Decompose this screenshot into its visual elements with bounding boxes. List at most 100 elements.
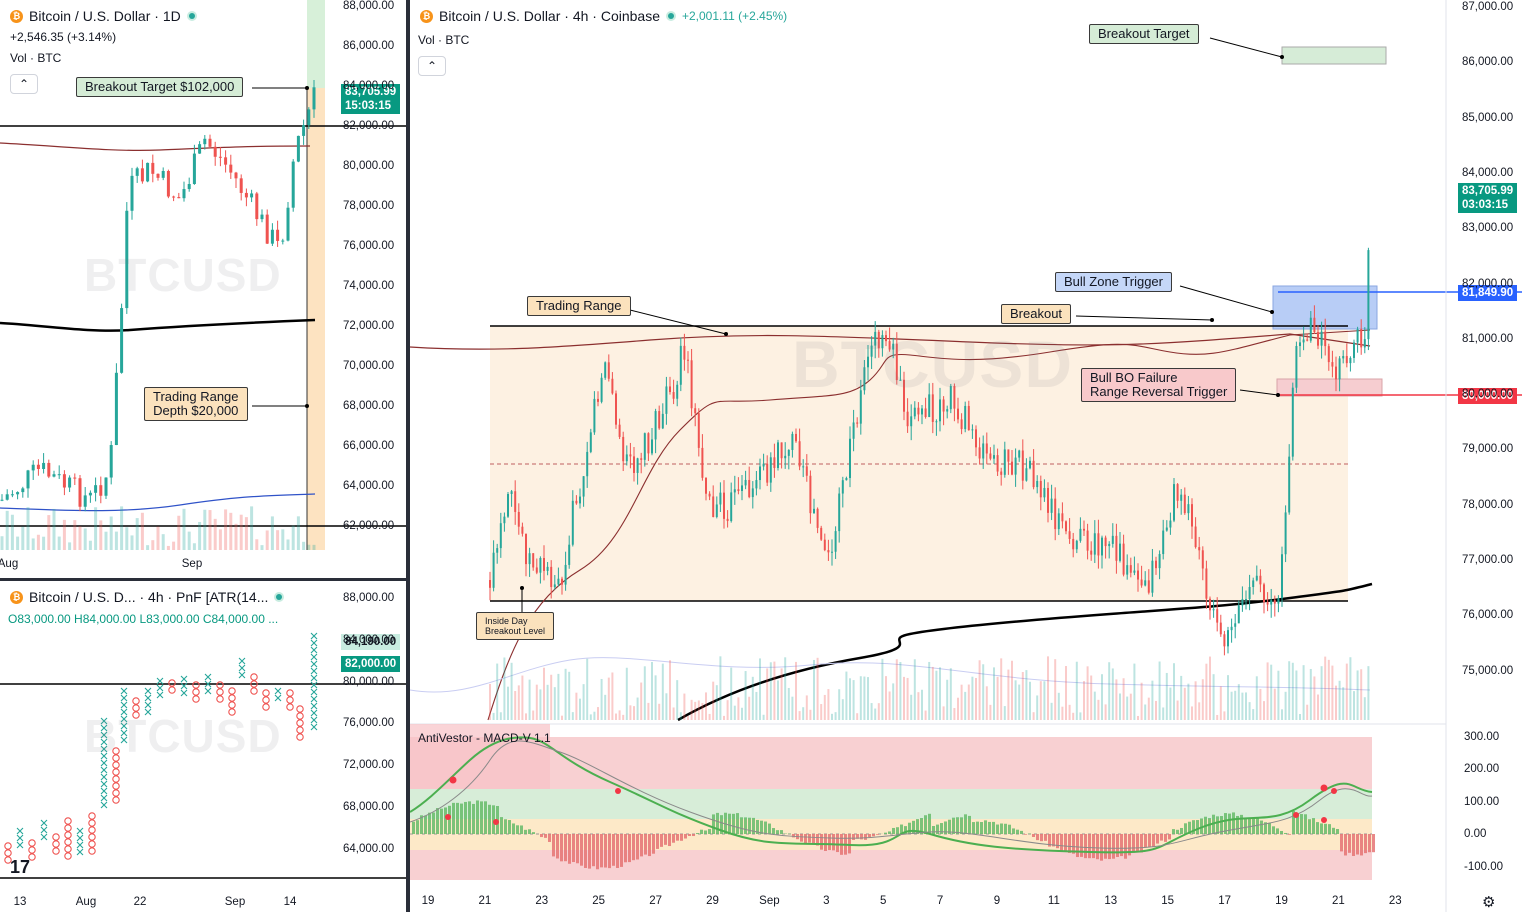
watermark: BTCUSD [84, 710, 282, 762]
pnf-x-box [120, 694, 128, 702]
histogram-bar [824, 834, 827, 851]
note-trading-range[interactable]: Trading Range [527, 296, 631, 316]
candle-body [773, 457, 776, 468]
volume-bar [1054, 659, 1057, 720]
note-breakout[interactable]: Breakout [1001, 304, 1072, 324]
candle-body [1363, 339, 1366, 348]
candle-body [104, 477, 108, 496]
volume-bar [130, 535, 134, 550]
y-tick: 80,000.00 [343, 160, 395, 172]
volume-bar [302, 541, 306, 550]
candle-body [881, 335, 884, 349]
histogram-bar [876, 834, 879, 835]
histogram-bar [428, 812, 431, 834]
candle-body [517, 511, 520, 527]
watermark: BTCUSD [84, 249, 282, 301]
volume-bar [985, 686, 988, 720]
volume-bar [600, 678, 603, 720]
histogram-bar [864, 834, 867, 840]
histogram-bar [1020, 830, 1023, 834]
daily-chart-canvas [0, 0, 406, 550]
symbol-title[interactable]: Bitcoin / U.S. Dollar · 1D [29, 8, 181, 24]
candle-body [1155, 560, 1157, 569]
candle-body [1054, 498, 1057, 530]
histogram-bar [900, 824, 903, 834]
candle-body [1245, 599, 1247, 601]
pnf-o-box [286, 689, 294, 697]
candle-body [787, 450, 790, 456]
histogram-bar [660, 834, 663, 847]
candle-body [1036, 480, 1039, 488]
pnf-chart-pane[interactable]: BTCUSD ₿ Bitcoin / U.S. D... · 4h · PnF … [0, 581, 406, 912]
candle-body [809, 475, 812, 514]
settings-gear-icon[interactable]: ⚙ [1482, 894, 1496, 911]
volume-bar [1162, 707, 1165, 720]
pane-divider[interactable] [0, 578, 407, 581]
volume-bar [996, 676, 999, 720]
histogram-bar [1324, 823, 1327, 834]
pnf-x-box [310, 688, 318, 696]
collapse-button[interactable]: ⌃ [418, 56, 446, 76]
volume-bar [607, 677, 610, 720]
histogram-bar [1292, 810, 1295, 834]
volume-bar [286, 539, 290, 550]
volume-bar [593, 711, 596, 720]
pnf-x-box [100, 759, 108, 767]
candle-body [1194, 526, 1197, 548]
pane-divider[interactable] [406, 0, 410, 912]
histogram-bar [1360, 834, 1363, 856]
note-trading-range[interactable]: Trading Range Depth $20,000 [144, 387, 248, 421]
volume-bar [1205, 663, 1208, 720]
symbol-title[interactable]: Bitcoin / U.S. Dollar · 4h · Coinbase [439, 8, 660, 24]
candle-body [1317, 332, 1319, 346]
volume-bar [690, 699, 693, 720]
volume-bar [993, 667, 995, 720]
histogram-bar [1248, 817, 1251, 834]
y-tick: 88,000.00 [343, 0, 395, 12]
volume-bar [187, 531, 191, 550]
volume-bar [802, 707, 805, 720]
volume-bar [1245, 692, 1247, 720]
note-bull-zone-trigger[interactable]: Bull Zone Trigger [1055, 272, 1172, 292]
volume-bar [831, 713, 833, 720]
bitcoin-icon: ₿ [420, 9, 433, 23]
collapse-button[interactable]: ⌃ [10, 74, 38, 94]
histogram-bar [480, 801, 483, 834]
volume-bar [1353, 691, 1355, 720]
candle-body [885, 335, 887, 342]
volume-bar [229, 512, 233, 550]
candle-body [665, 386, 668, 414]
pnf-x-box [100, 752, 108, 760]
candle-body [802, 466, 805, 468]
candle-body [1050, 498, 1053, 513]
candle-body [514, 491, 517, 512]
volume-bar [182, 508, 186, 550]
candle-body [625, 454, 628, 462]
pnf-x-box [40, 833, 48, 841]
histogram-bar [1216, 816, 1219, 834]
histogram-bar [832, 834, 835, 851]
volume-label[interactable]: Vol · BTC [10, 51, 62, 65]
candle-body [971, 429, 974, 431]
volume-bar [1288, 661, 1291, 720]
symbol-title[interactable]: Bitcoin / U.S. D... · 4h · PnF [ATR(14..… [29, 589, 269, 605]
main-chart-pane[interactable]: BTCUSD ₿ Bitcoin / U.S. Dollar · 4h · Co… [410, 0, 1522, 912]
volume-bar [1025, 670, 1028, 720]
candle-body [906, 411, 909, 427]
note-breakout-target[interactable]: Breakout Target [1089, 24, 1199, 44]
note-inside-day[interactable]: Inside Day Breakout Level [476, 612, 555, 640]
daily-chart-pane[interactable]: BTCUSD ₿ Bitcoin / U.S. Dollar · 1D +2,5… [0, 0, 406, 578]
volume-bar [636, 697, 639, 720]
x-tick: 29 [706, 895, 719, 907]
volume-bar [643, 666, 646, 720]
indicator-title[interactable]: AntiVestor - MACD-V 1.1 [418, 731, 551, 745]
note-breakout-target[interactable]: Breakout Target $102,000 [76, 77, 244, 97]
volume-bar [1158, 661, 1161, 720]
high-tag: 84,190.00 [341, 634, 401, 650]
volume-label[interactable]: Vol · BTC [418, 33, 470, 47]
histogram-bar [448, 805, 451, 834]
candle-body [1115, 535, 1118, 561]
note-bull-bo-failure[interactable]: Bull BO Failure Range Reversal Trigger [1081, 368, 1237, 402]
candle-body [784, 455, 787, 459]
volume-bar [1014, 680, 1017, 720]
